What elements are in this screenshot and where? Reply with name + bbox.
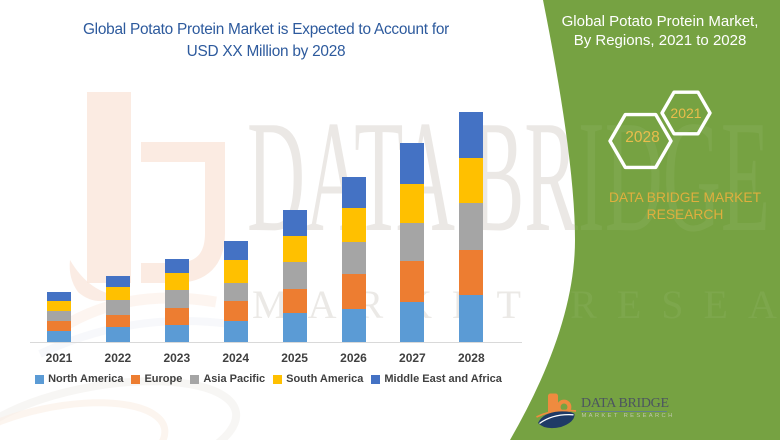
bar-segment <box>47 311 71 321</box>
bar-segment <box>282 313 307 342</box>
x-axis-label: 2025 <box>281 350 308 365</box>
right-heading-line2: By Regions, 2021 to 2028 <box>573 32 747 49</box>
legend-swatch <box>35 374 45 384</box>
bar-segment <box>47 330 71 342</box>
bar-segment <box>282 235 307 262</box>
bar-segment <box>223 260 248 283</box>
bar-segment <box>105 275 130 287</box>
hexagon-year-2021: 2021 <box>670 104 702 121</box>
bar-segment <box>47 321 71 331</box>
chart-title-line1: Global Potato Protein Market is Expected… <box>82 21 450 38</box>
bar-segment <box>341 207 366 242</box>
bar-segment <box>223 241 248 260</box>
bar-segment <box>341 274 366 309</box>
bar-segment <box>282 262 307 289</box>
legend-label: North America <box>48 373 124 385</box>
x-axis-label: 2022 <box>104 350 132 365</box>
legend-item: Asia Pacific <box>190 373 265 385</box>
bar-segment <box>282 289 307 313</box>
x-axis-line <box>30 342 522 343</box>
bar-segment <box>459 111 484 158</box>
brand-name: DATA BRIDGE MARKET RESEARCH <box>585 189 780 223</box>
bar-segment <box>400 183 425 223</box>
chart-title-line2: USD XX Million by 2028 <box>186 42 346 60</box>
legend-label: Middle East and Africa <box>384 373 502 385</box>
bar-segment <box>47 301 71 311</box>
x-axis-label: 2023 <box>163 350 191 365</box>
legend-swatch <box>190 374 200 384</box>
logo-underline <box>581 410 667 412</box>
hexagons <box>608 90 712 170</box>
bar-segment <box>400 143 425 184</box>
legend-label: South America <box>286 373 364 385</box>
legend-swatch <box>273 374 283 384</box>
bar-segment <box>105 314 130 327</box>
bar-segment <box>105 326 130 342</box>
legend-label: Europe <box>144 373 183 385</box>
hexagon-year-2028: 2028 <box>625 129 660 147</box>
brand-line1: DATA BRIDGE MARKET <box>608 190 762 205</box>
legend-item: North America <box>35 373 123 385</box>
legend-item: Europe <box>131 373 182 385</box>
bar-segment <box>223 282 248 301</box>
chart-title: Global Potato Protein Market is Expected… <box>0 19 532 63</box>
bar-segment <box>341 176 366 208</box>
bar-segment <box>400 260 425 302</box>
legend-swatch <box>371 374 381 384</box>
green-panel-shape <box>510 0 780 440</box>
bar-segment <box>400 222 425 261</box>
legend-swatch <box>131 374 141 384</box>
x-axis-label: 2021 <box>45 350 73 365</box>
x-axis-label: 2028 <box>457 350 485 365</box>
hexagon-2021 <box>660 90 712 136</box>
bar-segment <box>223 321 248 342</box>
brand-line2: RESEARCH <box>646 207 724 222</box>
legend-item: Middle East and Africa <box>371 373 502 385</box>
bar-segment <box>164 290 189 308</box>
logo-name: DATA BRIDGE <box>581 395 669 411</box>
bar-segment <box>282 209 307 236</box>
x-axis-label: 2027 <box>399 350 426 365</box>
logo-glyph <box>536 393 577 429</box>
x-axis-label: 2026 <box>340 350 367 365</box>
bar-segment <box>459 203 484 250</box>
hexagon-2028 <box>608 112 673 170</box>
legend-label: Asia Pacific <box>203 373 266 385</box>
bar-segment <box>105 300 130 315</box>
bar-segment <box>105 286 130 300</box>
x-axis-label: 2024 <box>222 350 250 365</box>
bar-segment <box>459 250 484 295</box>
bar-segment <box>223 301 248 321</box>
right-panel-heading: Global Potato Protein Market, By Regions… <box>540 12 780 51</box>
bar-segment <box>164 273 189 290</box>
logo-tagline: MARKET RESEARCH <box>581 413 675 419</box>
bar-segment <box>459 158 484 203</box>
bar-segment <box>341 309 366 342</box>
right-heading-line1: Global Potato Protein Market, <box>561 12 759 30</box>
bar-segment <box>47 292 71 301</box>
bar-segment <box>164 325 189 342</box>
bar-segment <box>164 258 189 273</box>
bar-segment <box>341 242 366 274</box>
bar-segment <box>164 308 189 325</box>
chart-legend: North America Europe Asia Pacific South Ame… <box>20 373 517 385</box>
legend-item: South America <box>273 373 363 385</box>
bar-segment <box>459 295 484 342</box>
bar-segment <box>400 302 425 342</box>
